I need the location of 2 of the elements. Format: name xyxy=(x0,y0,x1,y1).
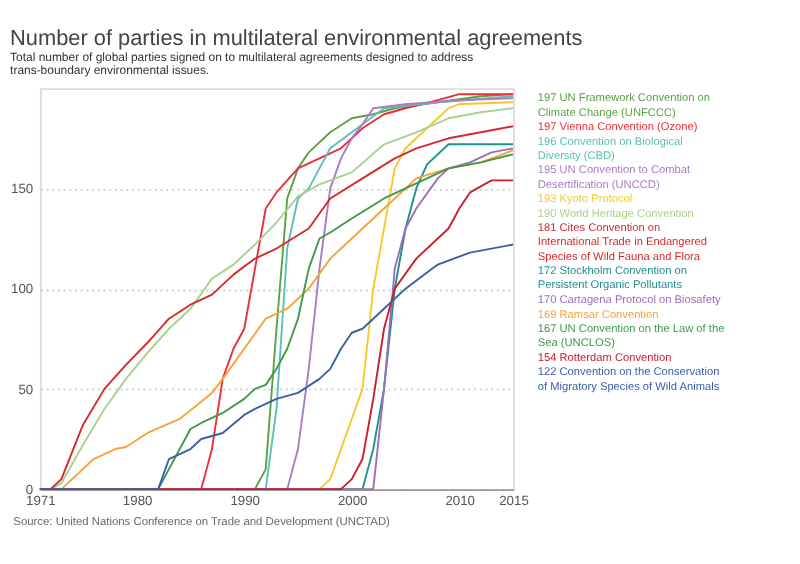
chart-title: Number of parties in multilateral environmental agreements xyxy=(10,26,584,51)
line-series xyxy=(38,243,515,491)
